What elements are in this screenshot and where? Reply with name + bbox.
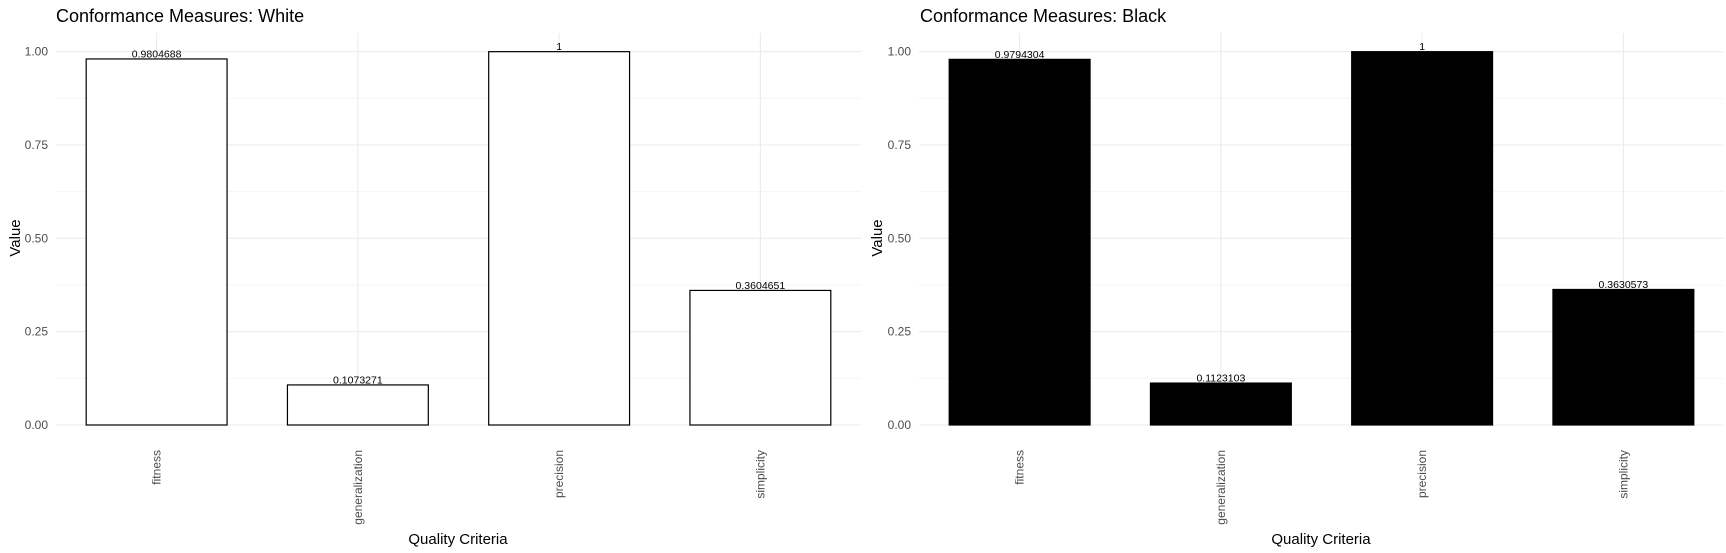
y-tick-label: 0.75 [888, 138, 912, 152]
data-label-fitness: 0.9804688 [132, 48, 182, 60]
x-tick-label-fitness: fitness [150, 450, 164, 485]
data-label-precision: 1 [1419, 41, 1425, 53]
bar-simplicity [689, 289, 832, 426]
data-label-precision: 1 [556, 41, 562, 53]
chart-panel-white: Conformance Measures: White Value Qualit… [7, 6, 861, 548]
chart-title: Conformance Measures: Black [920, 6, 1167, 26]
y-tick-label: 0.25 [25, 325, 49, 339]
x-tick-label-generalization: generalization [1214, 450, 1228, 525]
data-labels: 0.9794304 0.1123103 1 0.3630573 [995, 41, 1649, 384]
y-tick-label: 0.75 [25, 138, 49, 152]
x-tick-label-generalization: generalization [351, 450, 365, 525]
y-tick-labels: 0.00 0.25 0.50 0.75 1.00 [25, 45, 49, 432]
y-tick-label: 0.50 [888, 231, 912, 245]
x-tick-label-fitness: fitness [1013, 450, 1027, 485]
bars [948, 51, 1695, 426]
data-label-generalization: 0.1073271 [333, 374, 383, 386]
data-label-fitness: 0.9794304 [995, 49, 1045, 61]
y-tick-label: 0.00 [25, 418, 49, 432]
x-tick-labels: fitness generalization precision simplicity [1013, 450, 1631, 525]
x-axis-title: Quality Criteria [408, 531, 508, 548]
data-label-simplicity: 0.3630573 [1599, 279, 1649, 291]
data-labels: 0.9804688 0.1073271 1 0.3604651 [132, 41, 786, 386]
bar-precision [1351, 51, 1494, 426]
x-tick-label-simplicity: simplicity [1616, 450, 1630, 499]
bar-generalization [1149, 382, 1292, 426]
bar-fitness [85, 58, 228, 426]
chart-title: Conformance Measures: White [56, 6, 304, 26]
x-tick-label-precision: precision [1415, 450, 1429, 498]
y-tick-label: 0.00 [888, 418, 912, 432]
bars [85, 51, 832, 426]
bar-fitness [948, 58, 1091, 426]
y-axis-title: Value [7, 219, 24, 256]
y-tick-label: 1.00 [25, 45, 49, 59]
bar-simplicity [1552, 288, 1695, 426]
x-tick-label-simplicity: simplicity [753, 450, 767, 499]
bar-generalization [286, 384, 429, 426]
data-label-generalization: 0.1123103 [1196, 373, 1245, 385]
y-tick-label: 0.25 [888, 325, 912, 339]
y-tick-label: 0.50 [25, 231, 49, 245]
x-tick-labels: fitness generalization precision simplicity [150, 450, 768, 525]
data-label-simplicity: 0.3604651 [736, 280, 786, 292]
chart-panel-black: Conformance Measures: Black Value Qualit… [869, 6, 1724, 548]
y-tick-labels: 0.00 0.25 0.50 0.75 1.00 [888, 45, 912, 432]
y-axis-title: Value [869, 219, 886, 256]
x-tick-label-precision: precision [552, 450, 566, 498]
bar-precision [488, 51, 631, 426]
y-tick-label: 1.00 [888, 45, 912, 59]
x-axis-title: Quality Criteria [1271, 531, 1371, 548]
